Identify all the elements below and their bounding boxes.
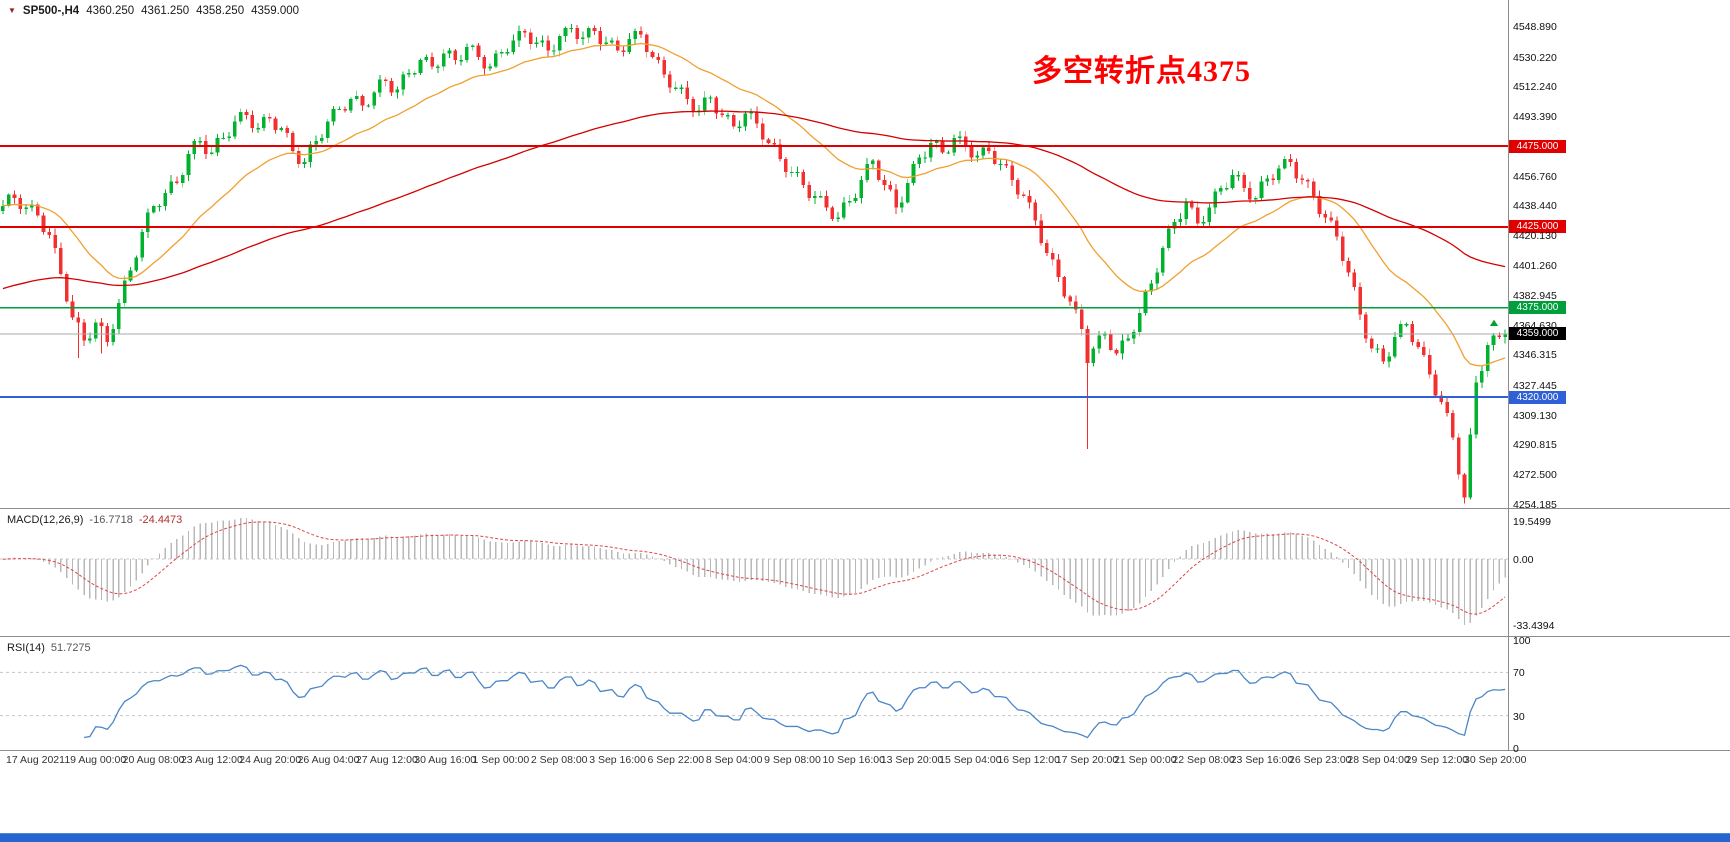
time-axis-label: 10 Sep 16:00 — [822, 754, 885, 766]
price-level-tag-4375: 4375.000 — [1509, 301, 1566, 315]
time-axis-label: 24 Aug 20:00 — [239, 754, 302, 766]
time-axis-label: 23 Aug 12:00 — [180, 754, 243, 766]
price-level-tag-4320: 4320.000 — [1509, 390, 1566, 404]
panel-frame[interactable] — [0, 0, 1730, 751]
rsi-label: RSI(14) — [7, 642, 45, 654]
rsi-axis-label: 30 — [1513, 710, 1525, 723]
time-axis-label: 26 Aug 04:00 — [297, 754, 360, 766]
price-axis-label: 4512.240 — [1513, 80, 1557, 93]
price-axis-label: 4438.440 — [1513, 200, 1557, 213]
time-axis-label: 6 Sep 22:00 — [647, 754, 705, 766]
time-axis-label: 29 Sep 12:00 — [1405, 754, 1469, 766]
bar-open-value: 4360.250 — [86, 5, 135, 17]
rsi-panel-title: RSI(14) 51.7275 — [7, 642, 91, 654]
rsi-value: 51.7275 — [50, 642, 91, 654]
time-axis-label: 21 Sep 00:00 — [1114, 754, 1177, 766]
macd-axis-label: 19.5499 — [1513, 515, 1551, 528]
rsi-axis-label: 0 — [1513, 743, 1519, 755]
bar-close-value: 4359.000 — [251, 5, 300, 17]
time-axis-label: 30 Sep 20:00 — [1464, 754, 1527, 766]
price-axis-label: 4548.890 — [1513, 21, 1557, 34]
time-axis-label: 3 Sep 16:00 — [589, 754, 646, 766]
price-axis-label: 4364.630 — [1513, 319, 1557, 332]
time-axis-label: 13 Sep 20:00 — [880, 754, 944, 766]
price-axis-label: 4456.760 — [1513, 170, 1557, 183]
time-axis-label: 23 Sep 16:00 — [1230, 754, 1294, 766]
chart-header: ▼ SP500-,H4 4360.250 4361.250 4358.250 4… — [8, 5, 299, 17]
price-axis-label: 4382.945 — [1513, 290, 1557, 303]
last-close-marker — [1490, 319, 1498, 326]
macd-signal-value: -24.4473 — [138, 514, 183, 526]
candles-layer[interactable] — [1, 23, 1507, 504]
ma-lines[interactable] — [2, 42, 1506, 367]
time-axis-label: 27 Aug 12:00 — [355, 754, 418, 766]
price-axis-label: 4327.445 — [1513, 379, 1557, 392]
time-axis-label: 15 Sep 04:00 — [939, 754, 1002, 766]
time-axis-label: 28 Sep 04:00 — [1347, 754, 1410, 766]
macd-panel[interactable] — [0, 517, 1508, 626]
taskbar-edge[interactable] — [0, 833, 1730, 842]
rsi-line — [83, 664, 1506, 739]
price-axis-label: 4420.130 — [1513, 229, 1557, 242]
symbol-triangle-icon: ▼ — [8, 6, 16, 15]
macd-axis-label: -33.4394 — [1513, 620, 1555, 633]
price-axis-label: 4493.390 — [1513, 111, 1557, 124]
time-axis-label: 30 Aug 16:00 — [414, 754, 477, 766]
rsi-axis-label: 70 — [1513, 667, 1525, 680]
time-axis-label: 17 Aug 2021 — [6, 754, 65, 766]
time-axis-label: 19 Aug 00:00 — [64, 754, 127, 766]
price-axis-label: 4401.260 — [1513, 260, 1557, 273]
time-axis-label: 17 Sep 20:00 — [1055, 754, 1119, 766]
rsi-panel[interactable] — [0, 664, 1508, 739]
ma-slow-line — [2, 110, 1506, 290]
time-axis-label: 9 Sep 08:00 — [764, 754, 821, 766]
rsi-axis-label: 100 — [1513, 635, 1531, 647]
price-axis-label: 4290.815 — [1513, 439, 1557, 452]
bar-high-value: 4361.250 — [141, 5, 190, 17]
chart-annotation-text: 多空转折点4375 — [1032, 55, 1251, 88]
time-axis-label: 2 Sep 08:00 — [530, 754, 588, 766]
price-level-tag-4475: 4475.000 — [1509, 139, 1566, 153]
price-axis-label: 4530.220 — [1513, 51, 1557, 64]
price-level-tag-4425: 4425.000 — [1509, 220, 1566, 234]
ma-fast-line — [2, 42, 1506, 367]
price-axis-label: 4254.185 — [1513, 498, 1557, 511]
macd-panel-title: MACD(12,26,9) -16.7718 -24.4473 — [7, 514, 182, 526]
price-axis-label: 4346.315 — [1513, 349, 1557, 362]
price-axis-label: 4309.130 — [1513, 409, 1557, 422]
macd-signal-line — [2, 521, 1506, 615]
price-axis-label: 4272.500 — [1513, 468, 1557, 481]
price-levels[interactable] — [0, 145, 1508, 398]
time-axis-label: 20 Aug 08:00 — [122, 754, 185, 766]
bar-low-value: 4358.250 — [196, 5, 245, 17]
time-axis-label: 1 Sep 00:00 — [472, 754, 530, 766]
symbol-label: SP500-,H4 — [22, 5, 80, 17]
time-axis-label: 8 Sep 04:00 — [705, 754, 763, 766]
time-axis-label: 22 Sep 08:00 — [1172, 754, 1235, 766]
macd-main-value: -16.7718 — [89, 514, 133, 526]
time-axis-label: 16 Sep 12:00 — [997, 754, 1060, 766]
current-price-tag: 4359.000 — [1509, 327, 1566, 341]
time-axis-label: 26 Sep 23:00 — [1289, 754, 1352, 766]
macd-label: MACD(12,26,9) — [7, 514, 84, 526]
macd-axis-label: 0.00 — [1513, 554, 1534, 567]
